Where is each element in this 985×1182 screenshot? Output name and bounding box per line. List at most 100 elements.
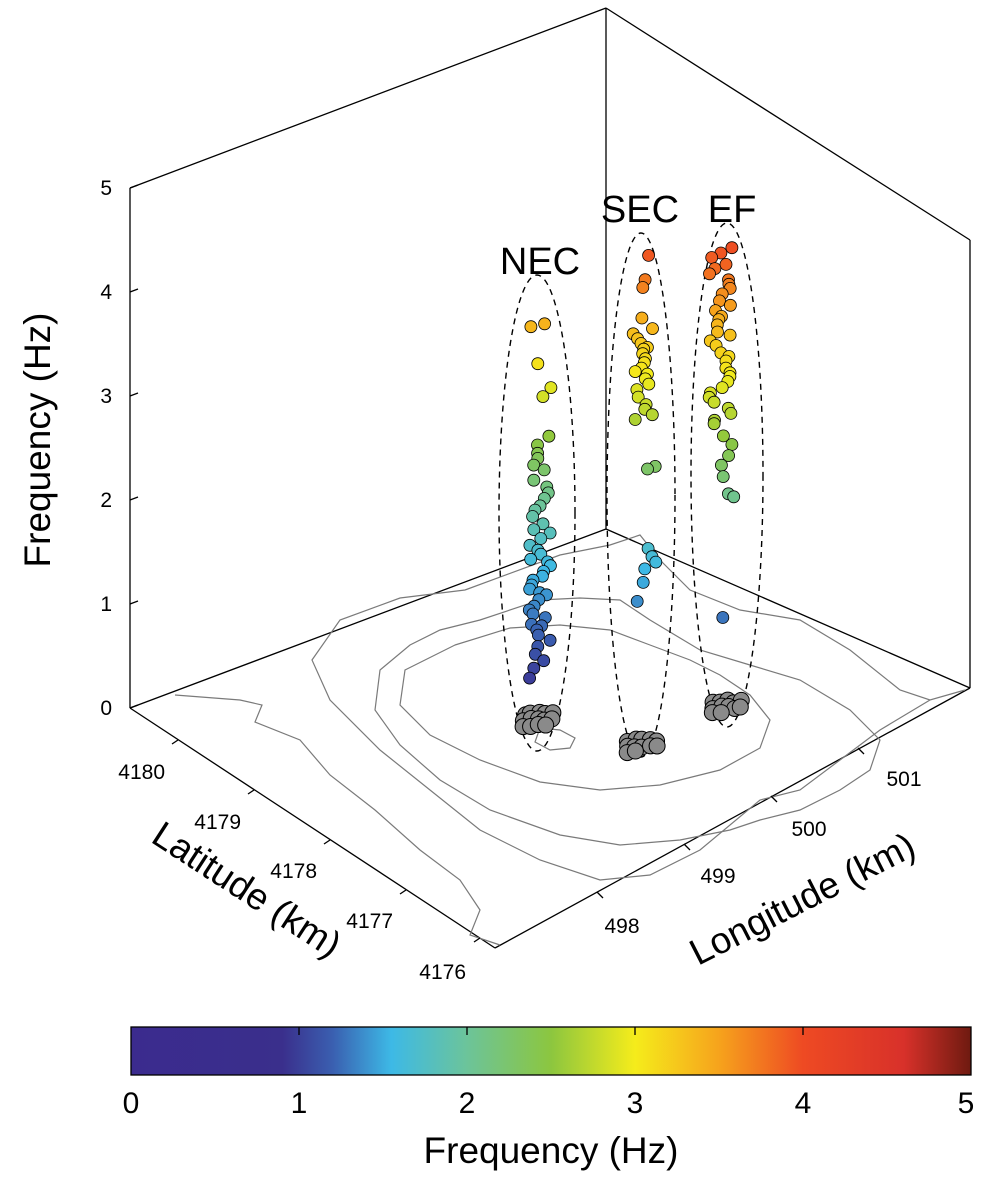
data-point-ef <box>725 438 739 451</box>
z-tick-mark-2 <box>129 496 139 501</box>
y-axis <box>171 739 481 943</box>
data-point-ef <box>715 458 728 472</box>
y-axis-label: Latitude (km) <box>145 814 348 966</box>
x-tick-mark-499 <box>683 843 691 851</box>
x-tick-mark-500 <box>770 795 778 803</box>
data-point-ef <box>705 251 719 264</box>
data-point-ef <box>715 381 729 395</box>
y-tick-label-4179: 4179 <box>194 811 241 834</box>
data-point-nec <box>527 523 541 536</box>
ellipse-nec <box>498 274 576 752</box>
x-tick-label-500: 500 <box>791 818 826 841</box>
y-tick-label-4180: 4180 <box>118 761 165 784</box>
data-point-ef <box>703 267 716 281</box>
data-point-ef <box>722 449 735 463</box>
z-tick-label-5: 5 <box>100 177 112 200</box>
data-point-sec <box>631 390 645 404</box>
data-point-sec <box>645 408 659 422</box>
data-point-ef <box>717 429 730 443</box>
data-point-nec <box>543 633 557 647</box>
data-point-ef <box>725 241 739 255</box>
points-layer <box>514 241 750 762</box>
data-point-nec <box>536 390 550 404</box>
ellipse-sec <box>606 232 676 758</box>
data-point-nec <box>536 517 550 531</box>
x-tick-mark-498 <box>596 891 604 899</box>
data-point-sec <box>642 248 655 262</box>
data-point-ef <box>716 470 730 484</box>
data-point-nec <box>526 510 539 523</box>
data-point-ef <box>727 490 741 504</box>
z-tick-mark-0 <box>129 704 139 709</box>
ground-point-ef <box>731 698 749 716</box>
data-point-nec <box>542 429 556 443</box>
data-point-nec <box>538 317 551 331</box>
y-tick-mark-4176 <box>473 937 481 943</box>
y-tick-label-4178: 4178 <box>270 860 317 883</box>
cb-tick-label-5: 5 <box>958 1087 975 1120</box>
data-point-sec <box>636 576 650 589</box>
data-point-sec <box>649 555 663 569</box>
data-point-ef <box>724 298 737 312</box>
z-tick-label-3: 3 <box>100 385 112 408</box>
data-point-ef <box>719 257 733 271</box>
data-point-nec <box>537 463 551 477</box>
data-point-nec <box>532 628 545 642</box>
y-tick-label-4177: 4177 <box>346 910 393 933</box>
z-tick-mark-3 <box>129 392 139 397</box>
data-point-nec <box>544 381 558 395</box>
x-axis-label: Longitude (km) <box>683 825 922 974</box>
contour-inner <box>399 624 771 791</box>
data-point-nec <box>531 357 545 371</box>
z-tick-label-2: 2 <box>100 489 112 512</box>
contours <box>174 534 966 946</box>
floor-back-right-edge <box>605 528 971 689</box>
z-tick-mark-4 <box>129 288 139 293</box>
y-tick-mark-4178 <box>323 839 331 845</box>
floor-front-left-edge <box>129 707 496 949</box>
data-point-sec <box>635 311 649 325</box>
data-point-sec <box>642 377 656 391</box>
group-label-ef: EF <box>708 189 757 231</box>
ground-point-sec <box>626 742 644 760</box>
cb-tick-label-1: 1 <box>291 1087 308 1120</box>
cb-tick-label-0: 0 <box>123 1087 140 1120</box>
data-point-sec <box>628 413 642 426</box>
y-tick-mark-4179 <box>247 789 255 795</box>
z-axis <box>129 184 139 709</box>
y-tick-mark-4180 <box>171 739 179 745</box>
data-point-ef <box>707 417 721 431</box>
data-point-sec <box>638 562 652 576</box>
colorbar: 0 1 2 3 4 5 Frequency (Hz) <box>123 1026 975 1171</box>
data-point-ef <box>723 328 737 342</box>
x-tick-mark-501 <box>857 747 865 755</box>
ground-point-nec <box>537 716 555 734</box>
back-top-right-edge <box>605 7 971 241</box>
group-label-nec: NEC <box>500 241 580 283</box>
data-point-sec <box>641 462 654 476</box>
data-point-ef <box>711 325 724 339</box>
data-point-nec <box>537 654 551 668</box>
x-tick-label-498: 498 <box>604 915 639 938</box>
data-point-nec <box>523 671 536 685</box>
x-axis <box>596 747 865 899</box>
data-point-sec <box>630 595 644 608</box>
back-top-left-edge <box>129 7 607 189</box>
data-point-nec <box>524 552 538 566</box>
data-point-nec <box>534 532 548 545</box>
group-label-sec: SEC <box>601 189 679 231</box>
y-tick-label-4176: 4176 <box>419 961 466 984</box>
contour-outer <box>174 694 501 946</box>
z-axis-label: Frequency (Hz) <box>17 313 58 568</box>
z-tick-mark-5 <box>129 184 139 189</box>
contour-summit <box>534 727 576 751</box>
data-point-nec <box>543 526 557 540</box>
cb-tick-label-3: 3 <box>627 1087 644 1120</box>
cb-tick-label-4: 4 <box>795 1087 812 1120</box>
x-tick-label-501: 501 <box>886 768 921 791</box>
colorbar-bar <box>130 1026 972 1076</box>
x-tick-label-499: 499 <box>700 865 735 888</box>
axes-box <box>129 7 971 949</box>
contour-mid-outer <box>311 534 966 881</box>
